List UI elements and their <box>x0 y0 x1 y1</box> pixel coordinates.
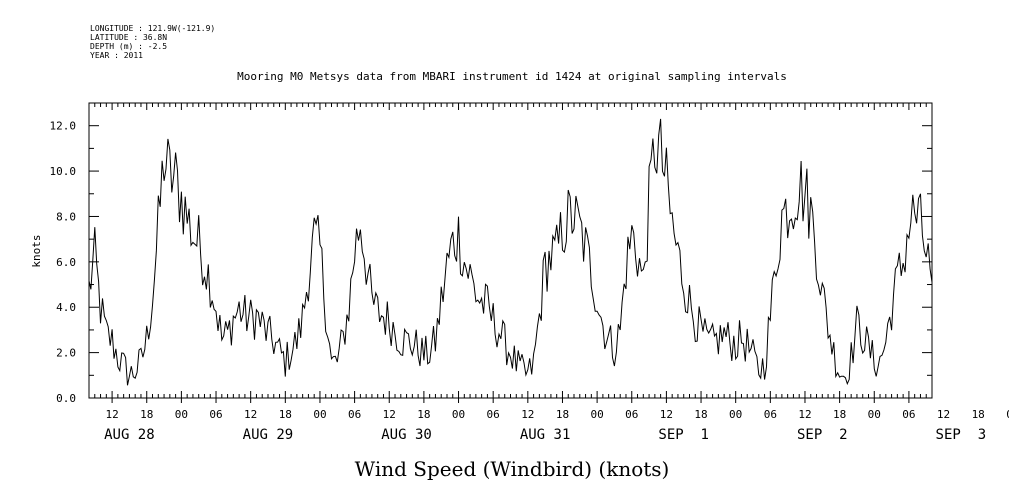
series-group <box>88 118 933 386</box>
x-tick-label: 12 <box>383 408 396 421</box>
footer-title: Wind Speed (Windbird) (knots) <box>355 457 670 481</box>
x-tick-label: 06 <box>348 408 361 421</box>
meta-longitude: LONGITUDE : 121.9W(-121.9) <box>90 24 215 33</box>
x-tick-label: 18 <box>556 408 569 421</box>
y-tick-label: 2.0 <box>56 347 76 360</box>
x-tick-label: 18 <box>279 408 292 421</box>
x-tick-label: 12 <box>937 408 950 421</box>
x-tick-label: 12 <box>798 408 811 421</box>
series-line-0 <box>88 118 933 386</box>
x-tick-label: 06 <box>902 408 915 421</box>
meta-latitude: LATITUDE : 36.8N <box>90 33 167 42</box>
meta-depth: DEPTH (m) : -2.5 <box>90 42 167 51</box>
x-tick-label: 00 <box>175 408 188 421</box>
y-tick-label: 10.0 <box>50 165 77 178</box>
x-tick-label: 00 <box>590 408 603 421</box>
plot-frame <box>88 102 933 399</box>
meta-year: YEAR : 2011 <box>90 51 143 60</box>
x-day-label: AUG 30 <box>381 427 432 443</box>
x-tick-label: 00 <box>868 408 881 421</box>
y-tick-label: 8.0 <box>56 210 76 223</box>
x-tick-label: 00 <box>1006 408 1009 421</box>
x-tick-label: 00 <box>313 408 326 421</box>
x-tick-label: 00 <box>729 408 742 421</box>
x-tick-label: 00 <box>452 408 465 421</box>
x-tick-label: 18 <box>694 408 707 421</box>
x-day-label: AUG 28 <box>104 427 155 443</box>
x-tick-label: 18 <box>833 408 846 421</box>
x-tick-label: 06 <box>625 408 638 421</box>
x-day-label: AUG 29 <box>243 427 294 443</box>
x-tick-label: 12 <box>660 408 673 421</box>
y-tick-label: 6.0 <box>56 256 76 269</box>
x-tick-label: 18 <box>140 408 153 421</box>
x-tick-label: 12 <box>521 408 534 421</box>
chart-title: Mooring M0 Metsys data from MBARI instru… <box>237 70 787 83</box>
x-day-label: SEP 3 <box>936 427 987 443</box>
x-tick-label: 18 <box>972 408 985 421</box>
x-tick-label: 12 <box>105 408 118 421</box>
x-day-label: SEP 1 <box>658 427 709 443</box>
x-tick-label: 18 <box>417 408 430 421</box>
x-axis: 12 18 00 06 12 18 00 06 12 18 00 06 12 18 00 06 12 18 00 06… <box>88 103 1009 443</box>
x-tick-label: 06 <box>487 408 500 421</box>
x-tick-label: 12 <box>244 408 257 421</box>
x-day-label: AUG 31 <box>520 427 571 443</box>
y-axis-label: knots <box>30 234 43 267</box>
x-day-label: SEP 2 <box>797 427 848 443</box>
y-tick-label: 0.0 <box>56 392 76 405</box>
y-axis: 0.0 2.0 4.0 6.0 8.0 10.0 12.0 <box>50 102 932 405</box>
y-tick-label: 4.0 <box>56 301 76 314</box>
x-tick-label: 06 <box>209 408 222 421</box>
y-tick-label: 12.0 <box>50 120 77 133</box>
x-tick-label: 06 <box>764 408 777 421</box>
